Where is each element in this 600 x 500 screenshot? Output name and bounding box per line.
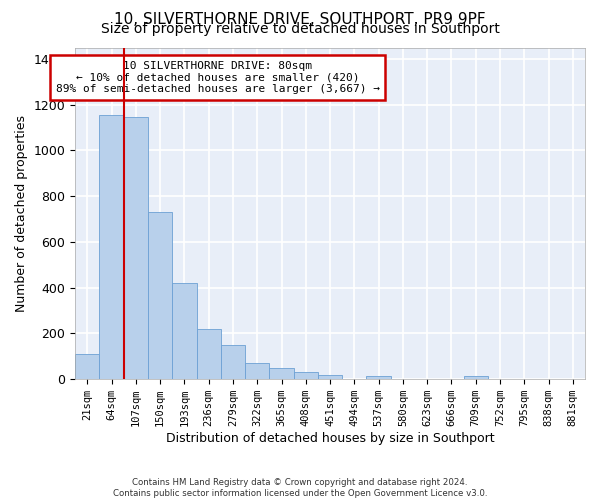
Text: Size of property relative to detached houses in Southport: Size of property relative to detached ho… [101,22,499,36]
Bar [148,212,172,379]
Bar [293,372,318,379]
Bar [464,376,488,379]
Bar [269,368,293,379]
Bar [75,354,100,379]
Bar [367,376,391,379]
Text: 10, SILVERTHORNE DRIVE, SOUTHPORT, PR9 9PF: 10, SILVERTHORNE DRIVE, SOUTHPORT, PR9 9… [114,12,486,28]
Text: Contains HM Land Registry data © Crown copyright and database right 2024.
Contai: Contains HM Land Registry data © Crown c… [113,478,487,498]
Bar [221,345,245,379]
X-axis label: Distribution of detached houses by size in Southport: Distribution of detached houses by size … [166,432,494,445]
Bar [124,118,148,379]
Bar [100,115,124,379]
Bar [245,363,269,379]
Text: 10 SILVERTHORNE DRIVE: 80sqm
← 10% of detached houses are smaller (420)
89% of s: 10 SILVERTHORNE DRIVE: 80sqm ← 10% of de… [56,61,380,94]
Bar [172,283,197,379]
Bar [318,374,342,379]
Bar [197,329,221,379]
Y-axis label: Number of detached properties: Number of detached properties [15,115,28,312]
